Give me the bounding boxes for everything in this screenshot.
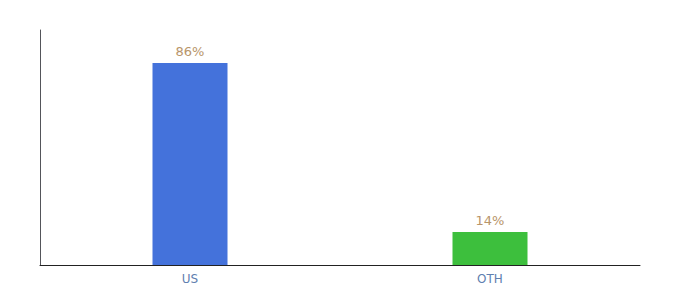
svg-text:US: US <box>182 272 198 286</box>
svg-text:86%: 86% <box>176 44 205 59</box>
svg-text:OTH: OTH <box>477 272 503 286</box>
svg-text:14%: 14% <box>476 213 505 228</box>
